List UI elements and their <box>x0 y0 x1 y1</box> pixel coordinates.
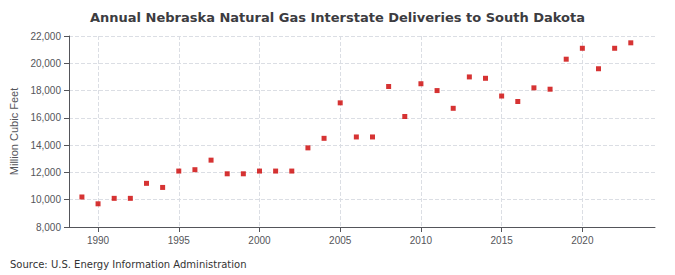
svg-text:22,000: 22,000 <box>30 31 61 42</box>
svg-text:1990: 1990 <box>87 235 110 246</box>
svg-text:16,000: 16,000 <box>30 112 61 123</box>
svg-text:2010: 2010 <box>410 235 433 246</box>
svg-text:18,000: 18,000 <box>30 85 61 96</box>
svg-text:1995: 1995 <box>168 235 191 246</box>
svg-text:Annual Nebraska Natural Gas In: Annual Nebraska Natural Gas Interstate D… <box>90 10 585 25</box>
svg-text:Source: U.S. Energy Informatio: Source: U.S. Energy Information Administ… <box>10 259 247 270</box>
svg-text:20,000: 20,000 <box>30 58 61 69</box>
svg-text:8,000: 8,000 <box>36 222 61 233</box>
svg-text:2020: 2020 <box>571 235 594 246</box>
svg-text:2000: 2000 <box>248 235 271 246</box>
svg-text:2005: 2005 <box>329 235 352 246</box>
svg-text:12,000: 12,000 <box>30 167 61 178</box>
svg-text:14,000: 14,000 <box>30 140 61 151</box>
svg-text:2015: 2015 <box>491 235 514 246</box>
svg-text:Million Cubic Feet: Million Cubic Feet <box>8 88 20 175</box>
svg-text:10,000: 10,000 <box>30 194 61 205</box>
